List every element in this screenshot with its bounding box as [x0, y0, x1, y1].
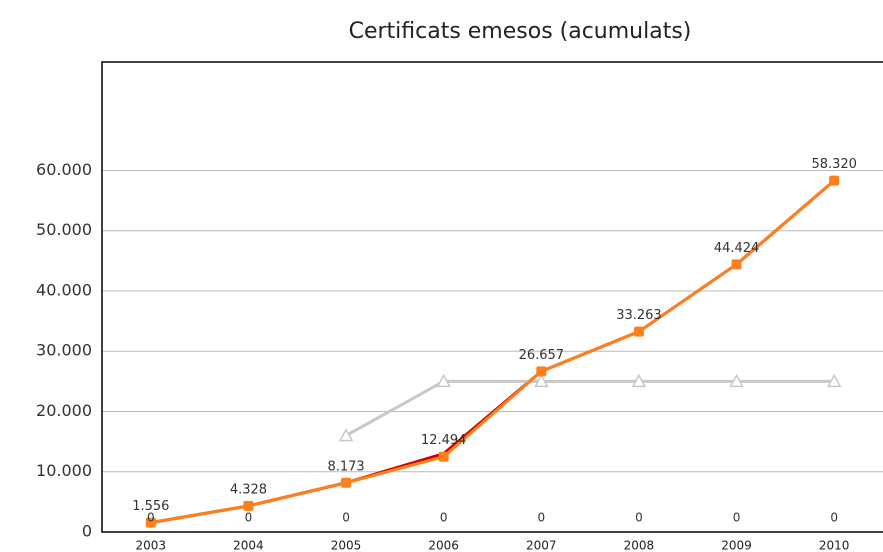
x-tick-label: 2006: [428, 539, 459, 552]
point-marker: [438, 451, 449, 462]
point-marker: [243, 500, 254, 511]
data-label: 1.556: [132, 499, 169, 514]
plot-border: [101, 61, 883, 533]
data-label: 0: [537, 511, 545, 525]
point-marker: [338, 428, 354, 442]
point-marker: [145, 517, 156, 528]
y-tick-label: 40.000: [36, 280, 92, 299]
point-marker: [729, 373, 744, 388]
chart-title: Certificats emesos (acumulats): [349, 19, 692, 44]
y-tick-label: 0: [82, 522, 92, 541]
point-marker: [534, 373, 549, 388]
data-label: 0: [830, 511, 838, 525]
point-marker: [536, 366, 547, 377]
x-tick-label: 2010: [819, 539, 850, 552]
x-tick-label: 2003: [136, 539, 167, 552]
data-label: 58.320: [811, 157, 857, 172]
y-tick-label: 60.000: [36, 160, 92, 179]
point-marker: [341, 477, 352, 488]
data-label: 0: [440, 511, 448, 525]
point-marker: [631, 373, 647, 388]
x-tick-label: 2009: [721, 539, 752, 552]
y-tick-label: 50.000: [36, 220, 92, 239]
y-tick-label: 20.000: [36, 401, 92, 420]
data-label: 12.494: [421, 433, 467, 448]
data-label: 26.657: [519, 348, 565, 363]
data-label: 33.263: [616, 308, 662, 323]
series-line: [345, 379, 835, 437]
point-marker: [633, 326, 644, 337]
x-tick-label: 2008: [624, 539, 655, 552]
data-label: 4.328: [230, 482, 267, 497]
point-marker: [436, 373, 451, 388]
data-label: 0: [733, 511, 741, 525]
series-line: [150, 179, 836, 525]
data-label: 0: [245, 511, 253, 525]
data-label: 8.173: [327, 459, 364, 474]
data-label: 44.424: [714, 241, 760, 256]
y-tick-label: 10.000: [36, 461, 92, 480]
x-tick-label: 2007: [526, 539, 557, 552]
x-tick-label: 2005: [331, 539, 362, 552]
point-marker: [826, 373, 842, 388]
data-label: 0: [147, 511, 155, 525]
x-tick-label: 2004: [233, 539, 264, 552]
data-label: 0: [342, 511, 350, 525]
y-tick-label: 30.000: [36, 341, 92, 360]
data-label: 0: [635, 511, 643, 525]
point-marker: [731, 259, 742, 270]
point-marker: [829, 175, 840, 186]
